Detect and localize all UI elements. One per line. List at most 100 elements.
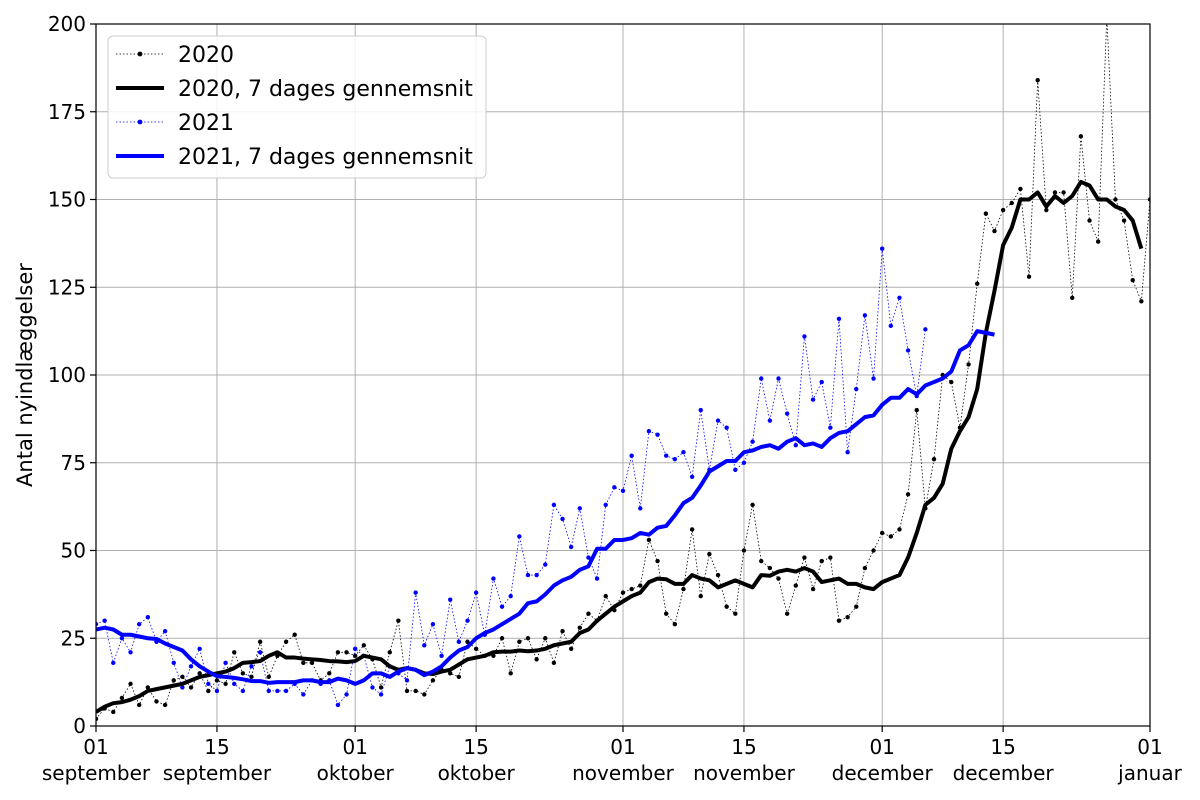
- y-axis: 0 25 50 75 100 125 150 175 200: [48, 12, 96, 738]
- data-point-2020: [715, 572, 721, 578]
- data-point-2020: [448, 671, 453, 676]
- data-point-2021: [162, 629, 168, 634]
- data-point-2021: [586, 555, 591, 560]
- data-point-2020: [655, 558, 660, 564]
- data-point-2021: [741, 460, 747, 465]
- data-point-2021: [128, 650, 133, 655]
- data-point-2020: [560, 629, 565, 634]
- data-point-2021: [810, 397, 816, 402]
- x-tick-day: 15: [990, 735, 1015, 759]
- data-point-2021: [724, 425, 729, 430]
- data-point-2021: [111, 660, 116, 666]
- data-point-2020: [1009, 200, 1014, 206]
- data-point-2020: [862, 565, 868, 571]
- data-point-2020: [603, 593, 608, 599]
- y-tick-label: 100: [48, 363, 86, 387]
- series-layer: [96, 24, 1150, 722]
- data-point-2021: [560, 516, 565, 522]
- legend: 2020 2020, 7 dages gennemsnit 2021 2021, 7 …: [107, 35, 487, 179]
- data-point-2021: [689, 474, 695, 479]
- data-point-2021: [517, 534, 522, 539]
- data-point-2021: [905, 348, 911, 353]
- data-point-2021: [266, 688, 271, 694]
- data-point-2021: [819, 379, 824, 385]
- x-tick-month: september: [42, 761, 151, 785]
- data-point-2020: [784, 611, 790, 616]
- data-point-2021: [759, 376, 764, 381]
- data-point-2021: [923, 327, 928, 332]
- data-point-2021: [612, 485, 617, 490]
- data-point-2021: [845, 450, 850, 455]
- data-point-2020: [707, 551, 712, 557]
- legend-item: 2021, 7 dages gennemsnit: [116, 145, 473, 170]
- data-point-2021: [629, 453, 634, 458]
- data-point-2021: [767, 418, 773, 423]
- data-point-2020: [335, 650, 341, 655]
- data-point-2021: [551, 502, 557, 508]
- data-point-2021: [430, 622, 436, 627]
- data-point-2020: [759, 558, 764, 564]
- data-point-2020: [1035, 77, 1040, 83]
- data-point-2020: [681, 586, 686, 592]
- x-tick-month: november: [572, 761, 675, 785]
- data-point-2020: [905, 492, 911, 497]
- data-point-2020: [638, 583, 643, 588]
- data-point-2020: [223, 681, 228, 687]
- data-point-2021: [508, 593, 513, 599]
- data-point-2020: [733, 611, 738, 616]
- data-point-2020: [404, 688, 410, 694]
- data-point-2020: [396, 618, 401, 623]
- data-point-2020: [534, 657, 539, 662]
- data-point-2020: [327, 671, 332, 676]
- data-point-2020: [975, 281, 980, 286]
- legend-label: 2020: [178, 43, 234, 68]
- data-point-2020: [586, 611, 591, 616]
- data-point-2020: [1130, 278, 1135, 283]
- data-point-2021: [897, 295, 902, 300]
- data-point-2020: [1121, 218, 1127, 223]
- legend-item: 2020: [116, 43, 234, 68]
- data-point-2020: [577, 625, 583, 630]
- data-point-2020: [413, 688, 418, 694]
- data-point-2020: [508, 671, 513, 676]
- data-point-2020: [154, 699, 159, 704]
- data-point-2021: [646, 428, 652, 434]
- legend-marker: [137, 51, 143, 57]
- data-point-2021: [223, 660, 228, 666]
- series-2020-7-dages-gennemsnit: [96, 179, 1144, 714]
- data-point-2020: [465, 639, 470, 644]
- data-point-2021: [232, 681, 237, 687]
- data-point-2021: [102, 618, 107, 623]
- data-point-2020: [249, 674, 254, 680]
- data-point-2020: [854, 604, 859, 609]
- data-point-2020: [689, 527, 695, 532]
- data-point-2021: [257, 650, 263, 655]
- data-point-2021: [784, 411, 790, 416]
- x-tick-day: 15: [463, 735, 488, 759]
- y-tick-label: 125: [48, 275, 86, 299]
- data-point-2020: [551, 660, 557, 666]
- data-point-2021: [491, 576, 496, 581]
- series-line-2021-7-dages-gennemsnit: [96, 329, 995, 686]
- data-point-2021: [836, 316, 842, 322]
- data-point-2021: [638, 506, 643, 511]
- series-line-2021: [96, 248, 926, 706]
- x-tick-day: 15: [731, 735, 756, 759]
- data-point-2020: [430, 678, 436, 683]
- data-point-2021: [681, 450, 686, 455]
- data-point-2021: [344, 692, 349, 697]
- data-point-2020: [188, 685, 194, 690]
- data-point-2020: [111, 709, 116, 715]
- data-point-2020: [206, 688, 211, 694]
- data-point-2020: [344, 650, 349, 655]
- legend-marker: [137, 119, 143, 125]
- data-point-2020: [914, 407, 919, 413]
- legend-label: 2021, 7 dages gennemsnit: [178, 145, 473, 170]
- data-point-2021: [499, 604, 505, 609]
- data-point-2020: [240, 671, 246, 676]
- data-point-2021: [283, 688, 289, 694]
- data-point-2020: [949, 379, 954, 385]
- data-point-2021: [828, 425, 833, 430]
- data-point-2021: [456, 639, 462, 644]
- data-point-2021: [275, 688, 280, 694]
